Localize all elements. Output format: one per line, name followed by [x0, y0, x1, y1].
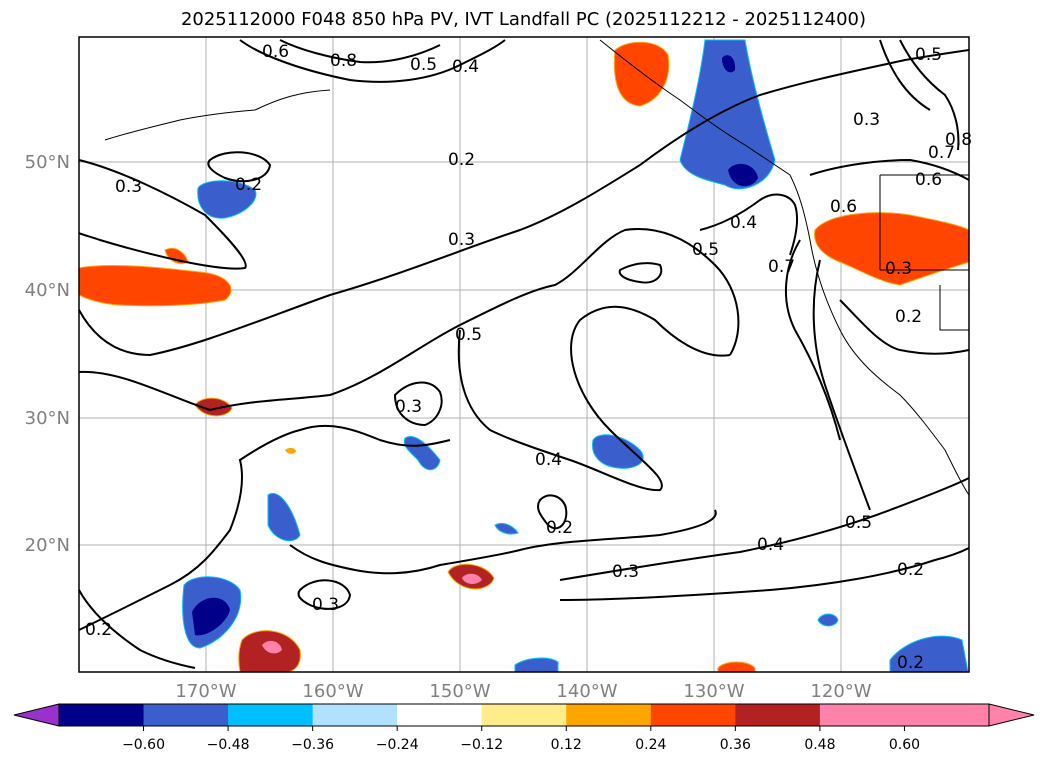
pv-negative-patch [494, 522, 519, 535]
contour-label: 0.3 [853, 110, 880, 130]
contour-label: 0.2 [235, 175, 262, 195]
lat-label: 40°N [25, 280, 70, 301]
colorbar-segment [312, 704, 398, 726]
colorbar-segment [904, 704, 990, 726]
pv-negative-patch [591, 434, 644, 469]
pv-positive-core [262, 640, 282, 654]
contour-label: 0.5 [845, 513, 872, 533]
pv-negative-patch [197, 180, 257, 219]
colorbar-segment [397, 704, 483, 726]
pv-negative-core [728, 163, 758, 187]
contour-label: 0.6 [262, 42, 289, 62]
contour-label: 0.6 [830, 197, 857, 217]
contour-label: 0.3 [395, 397, 422, 417]
pv-negative-patch [817, 613, 839, 627]
lat-axis: 50°N 40°N 30°N 20°N [25, 152, 70, 556]
colorbar-tick-label: −0.24 [376, 737, 419, 753]
contour-label: 0.4 [452, 57, 479, 77]
lon-label: 150°W [429, 681, 490, 702]
pv-negative-patch [679, 39, 776, 190]
contour-label: 0.4 [730, 213, 757, 233]
contour-label: 0.8 [330, 51, 357, 71]
contour-label: 0.5 [692, 240, 719, 260]
contour-label: 0.6 [915, 170, 942, 190]
colorbar-tick-label: 0.48 [804, 737, 835, 753]
contour-label: 0.8 [945, 130, 972, 150]
pv-positive-core [462, 573, 482, 584]
colorbar-tick-label: −0.12 [460, 737, 503, 753]
contour-label: 0.5 [915, 45, 942, 65]
contour-label: 0.3 [448, 230, 475, 250]
lat-label: 20°N [25, 535, 70, 556]
colorbar-frame [58, 703, 990, 727]
colorbar-low-extend [13, 703, 60, 727]
map-panel: 0.6 0.8 0.5 0.4 0.5 0.3 0.8 0.7 0.6 0.2 … [78, 36, 972, 673]
contour-label: 0.3 [885, 259, 912, 279]
colorbar-tick-label: 0.12 [551, 737, 582, 753]
contour-label: 0.2 [897, 560, 924, 580]
colorbar-segment [566, 704, 652, 726]
contour-label: 0.5 [455, 325, 482, 345]
pv-positive-patch [194, 397, 233, 417]
colorbar-segment [143, 704, 229, 726]
pv-negative-patch [514, 657, 559, 673]
pc-contours [78, 39, 970, 669]
lat-label: 50°N [25, 152, 70, 173]
colorbar-segment [59, 704, 145, 726]
pv-negative-core [722, 55, 736, 73]
colorbar-segment [650, 704, 736, 726]
contour-label: 0.3 [115, 177, 142, 197]
contour-label: 0.2 [85, 620, 112, 640]
colorbar-segment [481, 704, 567, 726]
contour-label: 0.5 [410, 55, 437, 75]
pv-negative-core [192, 597, 230, 636]
lon-label: 170°W [175, 681, 236, 702]
contour-label: 0.4 [757, 535, 784, 555]
colorbar-tick-label: 0.36 [720, 737, 751, 753]
contour-label: 0.7 [768, 257, 795, 277]
colorbar: −0.60 −0.48 −0.36 −0.24 −0.12 0.12 0.24 0.36 0.4… [13, 703, 1035, 753]
lon-label: 140°W [556, 681, 617, 702]
pv-positive-patch [78, 264, 232, 307]
colorbar-tick-label: 0.24 [635, 737, 666, 753]
contour-label: 0.2 [895, 307, 922, 327]
lon-axis: 170°W 160°W 150°W 140°W 130°W 120°W [175, 681, 871, 702]
pv-positive-patch [814, 212, 970, 286]
contour-label: 0.2 [546, 518, 573, 538]
lat-label: 30°N [25, 408, 70, 429]
contour-label: 0.7 [928, 143, 955, 163]
colorbar-tick-label: −0.36 [291, 737, 334, 753]
pv-shading [78, 39, 970, 673]
lon-label: 130°W [683, 681, 744, 702]
pv-positive-patch [285, 447, 296, 454]
pv-negative-patch [267, 493, 301, 542]
colorbar-tick-label: −0.60 [122, 737, 165, 753]
contour-label: 0.4 [535, 450, 562, 470]
contour-labels: 0.6 0.8 0.5 0.4 0.5 0.3 0.8 0.7 0.6 0.2 … [85, 42, 972, 673]
pv-negative-patch [889, 635, 969, 673]
lon-label: 120°W [810, 681, 871, 702]
colorbar-tick-label: −0.48 [207, 737, 250, 753]
lon-label: 160°W [302, 681, 363, 702]
contour-label: 0.2 [448, 150, 475, 170]
map-border [78, 36, 970, 673]
colorbar-tick-label: 0.60 [889, 737, 920, 753]
colorbar-segment [735, 704, 821, 726]
map-title: 2025112000 F048 850 hPa PV, IVT Landfall… [180, 9, 867, 30]
contour-label: 0.2 [897, 653, 924, 673]
colorbar-segment [228, 704, 314, 726]
colorbar-high-extend [988, 703, 1035, 727]
colorbar-segment [819, 704, 905, 726]
coastlines [104, 39, 970, 496]
contour-label: 0.3 [312, 595, 339, 615]
contour-label: 0.3 [612, 562, 639, 582]
